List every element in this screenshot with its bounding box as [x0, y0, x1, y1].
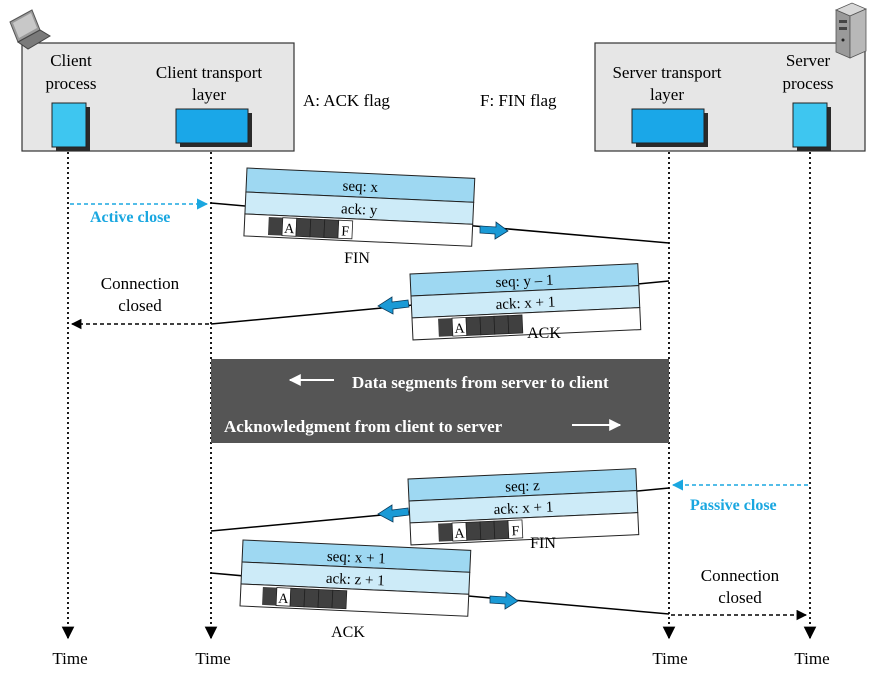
timelines [61, 152, 817, 640]
ack1-ack: ack: x + 1 [495, 294, 555, 313]
server-transport-label-2: layer [650, 85, 684, 104]
ack1-seq: seq: y – 1 [495, 273, 554, 292]
data-transfer-block: Data segments from server to client Ackn… [211, 359, 669, 443]
ack2-flag-a: A [278, 592, 290, 607]
active-close-label: Active close [90, 209, 170, 226]
fin1-direction-arrow [479, 221, 509, 240]
server-transport-icon [631, 108, 705, 144]
client-transport-label-2: layer [192, 85, 226, 104]
fin2-name: FIN [530, 535, 556, 552]
segment-ack2: seq: x + 1 ack: z + 1 A [239, 539, 472, 617]
connection-closed-left-1: Connection [101, 274, 180, 293]
server-process-icon [792, 102, 828, 148]
passive-close-label: Passive close [690, 497, 777, 514]
ack1-name: ACK [527, 325, 561, 342]
fin1-flag-f: F [341, 224, 350, 239]
fin2-flag-f: F [511, 524, 520, 539]
ack2-name: ACK [331, 624, 365, 641]
time-label-1: Time [52, 649, 87, 668]
data-line-2: Acknowledgment from client to server [224, 417, 503, 436]
time-label-3: Time [652, 649, 687, 668]
fin1-name: FIN [344, 250, 370, 267]
ack1-direction-arrow [377, 296, 410, 315]
client-transport-label-1: Client transport [156, 63, 263, 82]
connection-closed-left-2: closed [118, 296, 162, 315]
server-host-box: Server transport layer Server process [594, 42, 866, 152]
segment-fin2: seq: z ack: x + 1 A F [407, 468, 640, 546]
client-host-box: Client process Client transport layer [21, 42, 295, 152]
data-line-1: Data segments from server to client [352, 373, 609, 392]
ack2-seq: seq: x + 1 [327, 549, 387, 568]
segment-fin1: seq: x ack: y A F [243, 167, 476, 247]
ack2-direction-arrow [489, 591, 519, 610]
fin2-flag-a: A [454, 526, 466, 541]
client-transport-icon [175, 108, 249, 144]
segment-ack1: seq: y – 1 ack: x + 1 A [409, 263, 642, 341]
server-tower-icon [834, 2, 868, 59]
ack2-ack: ack: z + 1 [326, 571, 386, 590]
fin1-flag-a: A [284, 222, 296, 237]
time-label-2: Time [195, 649, 230, 668]
legend-ack-flag: A: ACK flag [303, 91, 390, 110]
fin1-ack: ack: y [341, 201, 378, 219]
ack1-flag-a: A [454, 322, 466, 337]
connection-closed-right-1: Connection [701, 566, 780, 585]
fin1-seq: seq: x [342, 178, 379, 196]
fin2-seq: seq: z [505, 478, 541, 496]
fin2-direction-arrow [377, 504, 410, 523]
connection-closed-right-2: closed [718, 588, 762, 607]
time-label-4: Time [794, 649, 829, 668]
client-process-label-2: process [46, 74, 97, 93]
client-process-icon [51, 102, 87, 148]
server-process-label-2: process [783, 74, 834, 93]
legend-fin-flag: F: FIN flag [480, 91, 557, 110]
client-process-label-1: Client [50, 51, 92, 70]
laptop-icon [9, 9, 51, 50]
server-transport-label-1: Server transport [612, 63, 721, 82]
direction-arrows [377, 221, 519, 610]
fin2-ack: ack: x + 1 [493, 499, 553, 518]
server-process-label-1: Server [786, 51, 831, 70]
